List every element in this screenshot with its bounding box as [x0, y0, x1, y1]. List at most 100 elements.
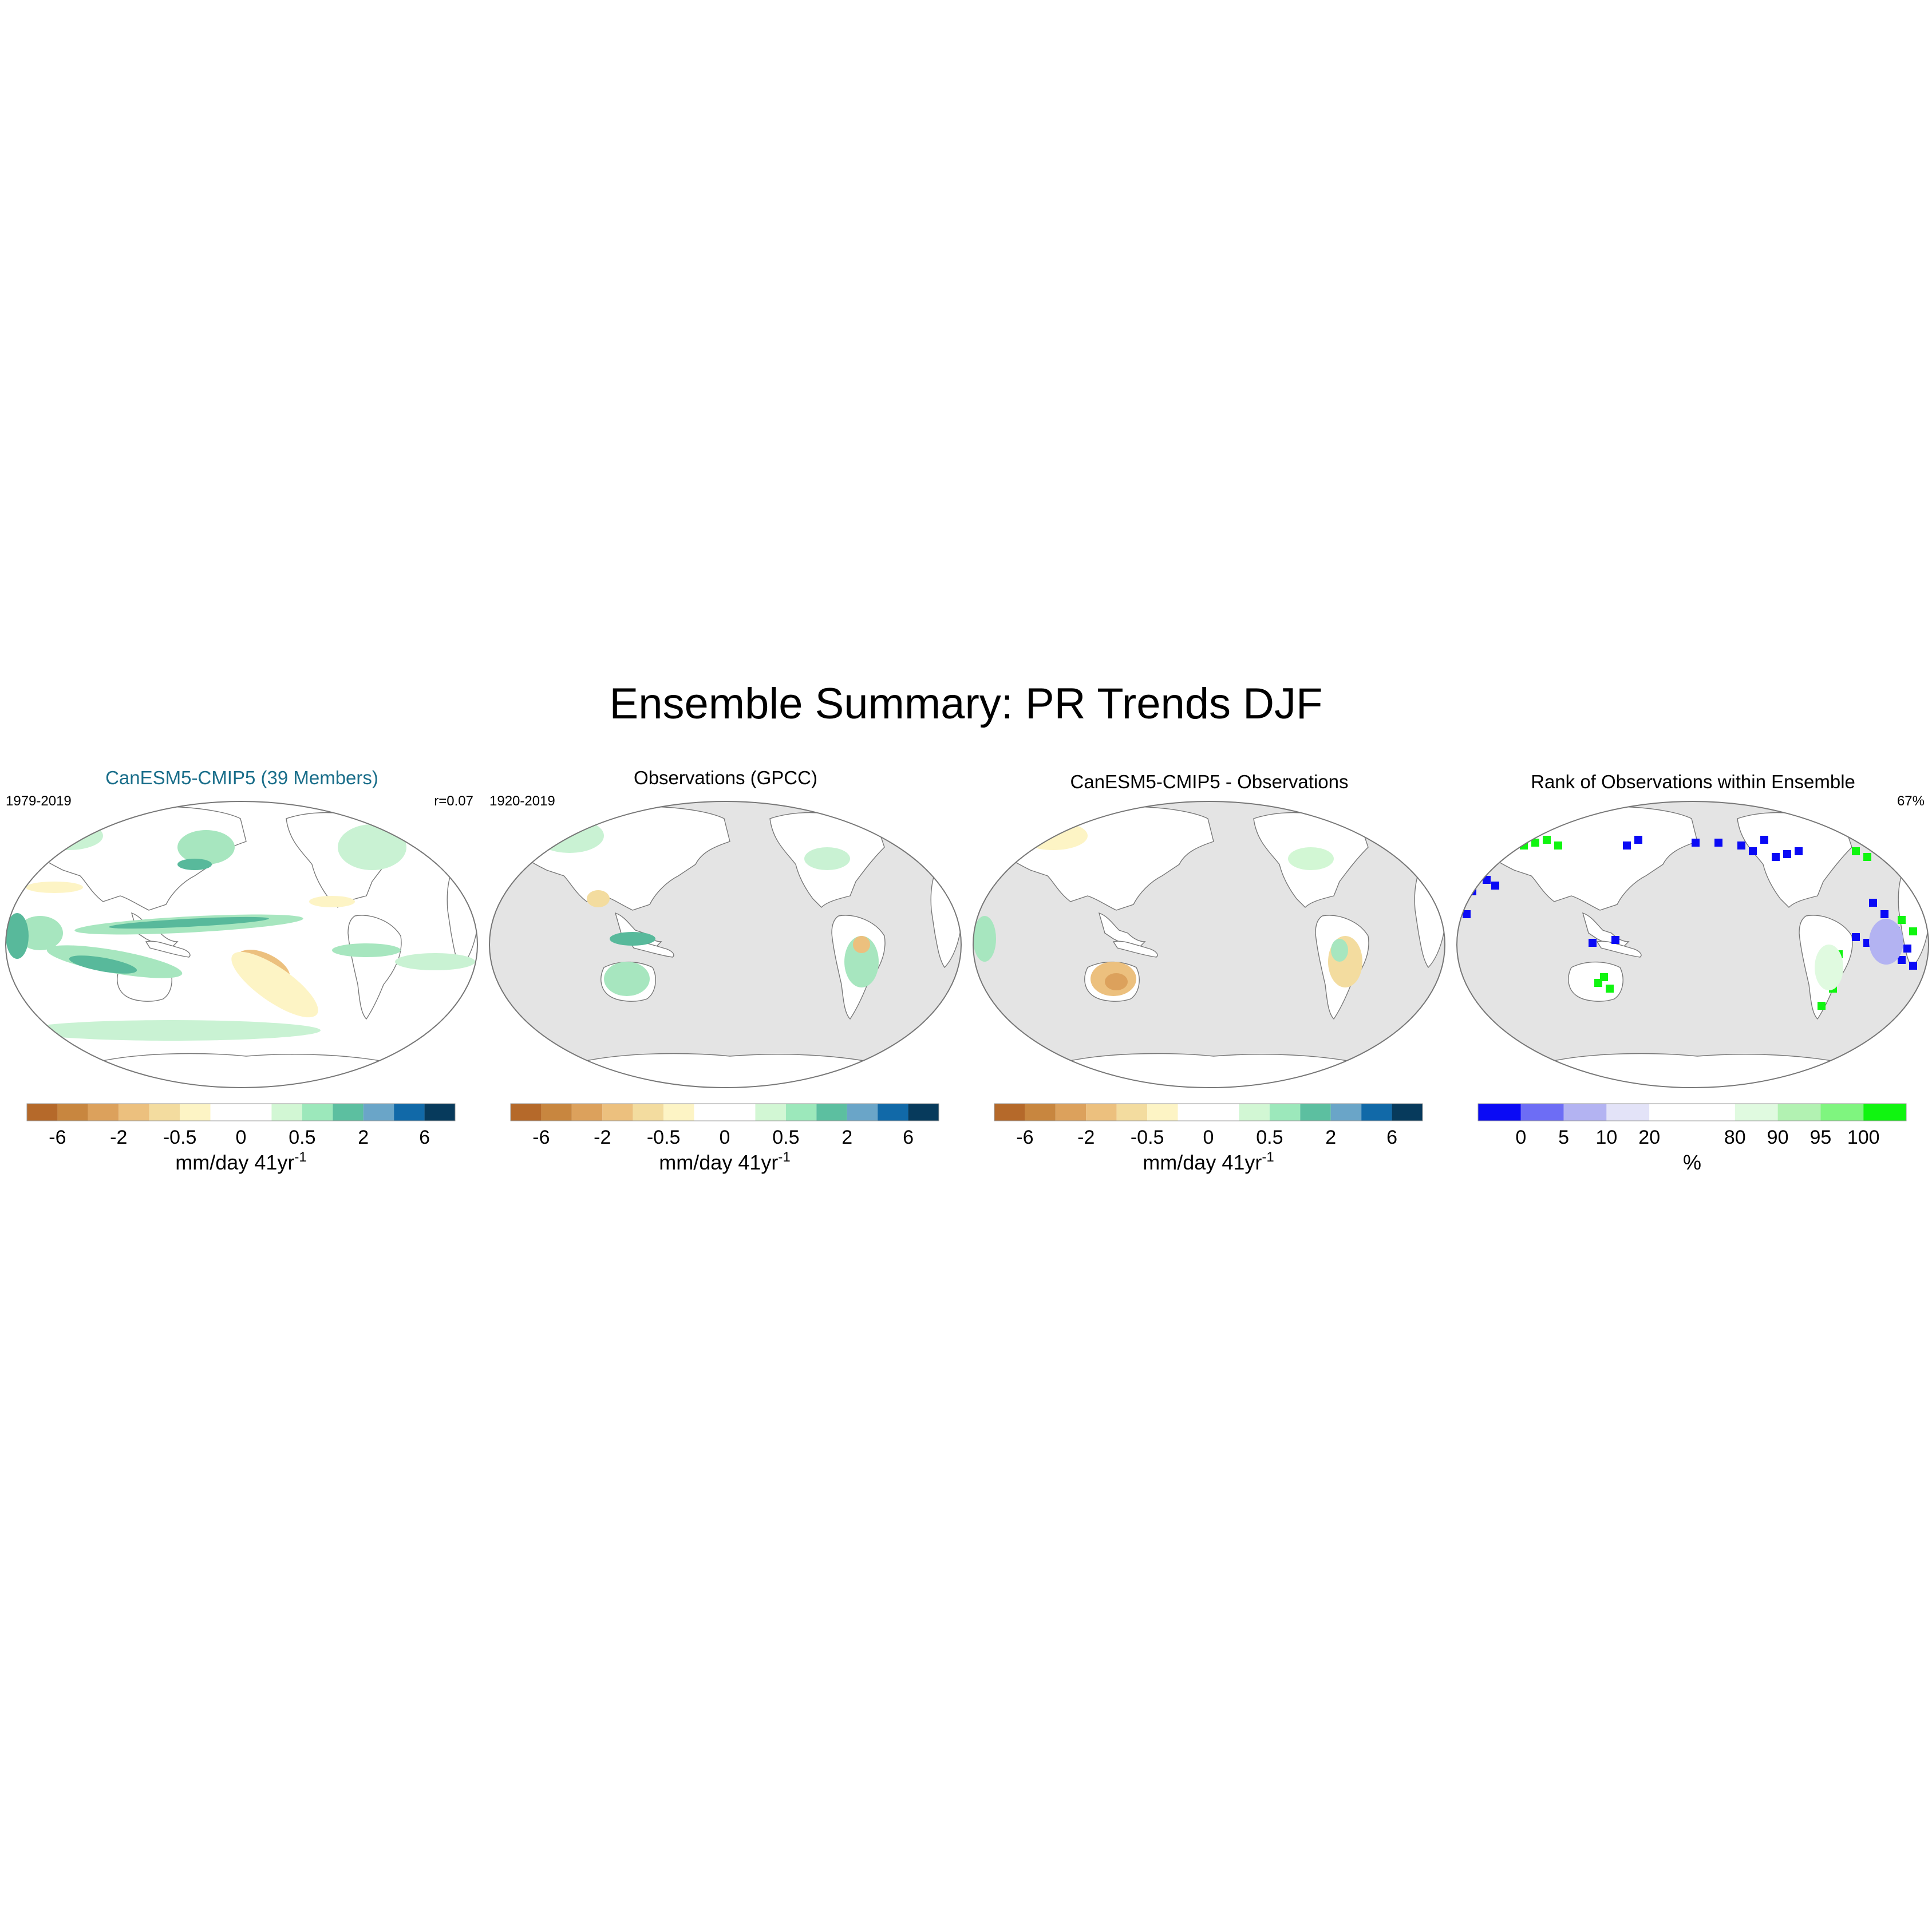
colorbar-tick-label: 6	[903, 1127, 914, 1148]
colorbar-swatch	[1520, 1104, 1564, 1121]
map-border	[5, 801, 479, 1088]
rank-cell	[1818, 1002, 1826, 1010]
colorbar-tick-label: 0	[1515, 1127, 1526, 1148]
colorbar-swatch	[149, 1104, 180, 1121]
colorbar-swatch	[1269, 1104, 1301, 1121]
rank-cell	[1909, 927, 1917, 935]
colorbar-swatch	[755, 1104, 786, 1121]
rank-cell	[1554, 841, 1562, 850]
colorbar-swatch	[210, 1104, 241, 1121]
rank-cell	[1531, 839, 1539, 847]
panel-difference: CanESM5-CMIP5 - Observations	[967, 761, 1451, 1196]
colorbar-swatch	[1055, 1104, 1086, 1121]
colorbar-swatch	[1735, 1104, 1778, 1121]
australia-wet	[604, 962, 650, 996]
rank-cell	[1903, 945, 1911, 953]
panel-rank: Rank of Observations within Ensemble 67%	[1451, 761, 1932, 1196]
colorbar-tick-label: 0	[236, 1127, 247, 1148]
map-observations	[488, 801, 962, 1088]
australia-dry-core	[1105, 973, 1128, 990]
colorbar-swatch	[1478, 1104, 1521, 1121]
panel-model-trend: CanESM5-CMIP5 (39 Members) 1979-2019 r=0…	[0, 761, 484, 1196]
colorbars: -6 -2 -0.5 0 0.5 2 6 mm/day 41yr-1 -6 -2 -0.5 0 0.5 2…	[26, 1103, 1907, 1174]
unit-superscript: -1	[294, 1149, 306, 1165]
rank-cell	[1623, 841, 1631, 850]
panel-title: CanESM5-CMIP5 - Observations	[1070, 771, 1349, 792]
colorbar-swatch	[1863, 1104, 1906, 1121]
indian-wet	[17, 916, 63, 950]
colorbar-swatch	[333, 1104, 364, 1121]
map-border	[488, 801, 962, 1088]
colorbar-swatch	[27, 1104, 58, 1121]
colorbar-tick-label: 0.5	[1256, 1127, 1283, 1148]
colorbar-swatch	[394, 1104, 425, 1121]
samerica-wet	[1331, 939, 1348, 962]
colorbar-border	[510, 1103, 939, 1121]
samerica-rank	[1815, 945, 1843, 990]
colorbar-swatch	[847, 1104, 878, 1121]
colorbar-tick-label: -6	[1016, 1127, 1033, 1148]
colorbar-tick-label: 20	[1638, 1127, 1660, 1148]
wet-band-south-core	[69, 955, 137, 974]
india-dry	[587, 890, 610, 907]
colorbar-tick-label: 90	[1767, 1127, 1789, 1148]
asia-wet	[177, 830, 235, 864]
colorbar-tick-label: 2	[358, 1127, 369, 1148]
indian-wet-core	[6, 913, 29, 959]
rank-cell	[1863, 853, 1871, 861]
colorbar-unit-label: mm/day 41yr-1	[659, 1149, 790, 1174]
colorbar-swatch	[663, 1104, 694, 1121]
colorbar-swatch	[1692, 1104, 1735, 1121]
map-rank	[1456, 801, 1930, 1088]
rank-cell	[1692, 839, 1700, 847]
rank-cell	[1909, 962, 1917, 970]
colorbar-swatch	[725, 1104, 756, 1121]
asia-wet-core	[177, 859, 212, 870]
colorbar-tick-label: -6	[532, 1127, 550, 1148]
land-samerica	[347, 915, 402, 1020]
colorbar-border	[1477, 1103, 1907, 1121]
colorbar-border	[26, 1103, 456, 1121]
land-indonesia	[145, 941, 191, 958]
rank-cell	[1852, 933, 1860, 941]
rank-cell	[1589, 939, 1597, 947]
colorbar-tick-label: 2	[1325, 1127, 1336, 1148]
colorbar-tick-label: -6	[49, 1127, 66, 1148]
period-label: 1920-2019	[489, 793, 555, 809]
colorbar-swatch	[1392, 1104, 1423, 1121]
europe-rank	[1869, 919, 1903, 965]
colorbar-tick-label: 95	[1809, 1127, 1831, 1148]
colorbar-swatch	[57, 1104, 88, 1121]
colorbar-swatch	[541, 1104, 572, 1121]
rank-cell	[1463, 910, 1471, 918]
rank-cell	[1760, 836, 1768, 844]
colorbar-swatch	[1563, 1104, 1607, 1121]
panel-title: Rank of Observations within Ensemble	[1531, 771, 1855, 792]
samerica-dry	[853, 936, 870, 953]
map-border	[1456, 801, 1930, 1088]
colorbar-tick-label: -2	[1077, 1127, 1095, 1148]
figure-title: Ensemble Summary: PR Trends DJF	[609, 679, 1323, 728]
colorbar-swatch	[1178, 1104, 1208, 1121]
rank-cell	[1898, 916, 1906, 924]
colorbar-swatch	[88, 1104, 119, 1121]
colorbar-swatch	[633, 1104, 664, 1121]
atlantic-wet	[332, 943, 401, 957]
panel-title: CanESM5-CMIP5 (39 Members)	[105, 767, 378, 788]
colorbar-swatch	[118, 1104, 149, 1121]
rank-cell	[1869, 899, 1877, 907]
panel-observations: Observations (GPCC) 1920-2019	[484, 761, 967, 1196]
period-label: 1979-2019	[6, 793, 72, 809]
rank-cell	[1714, 839, 1722, 847]
colorbar-tick-label: -2	[594, 1127, 611, 1148]
colorbar-swatch	[878, 1104, 908, 1121]
unit-superscript: -1	[1262, 1149, 1274, 1165]
colorbar-tick-label: 80	[1724, 1127, 1746, 1148]
colorbar-tick-label: 0.5	[289, 1127, 315, 1148]
colorbar-swatch	[785, 1104, 817, 1121]
map-border	[972, 801, 1446, 1088]
unit-superscript: -1	[778, 1149, 790, 1165]
colorbar-border	[994, 1103, 1423, 1121]
colorbar-unit-label: %	[1683, 1151, 1701, 1174]
map-model-trend	[5, 801, 479, 1088]
